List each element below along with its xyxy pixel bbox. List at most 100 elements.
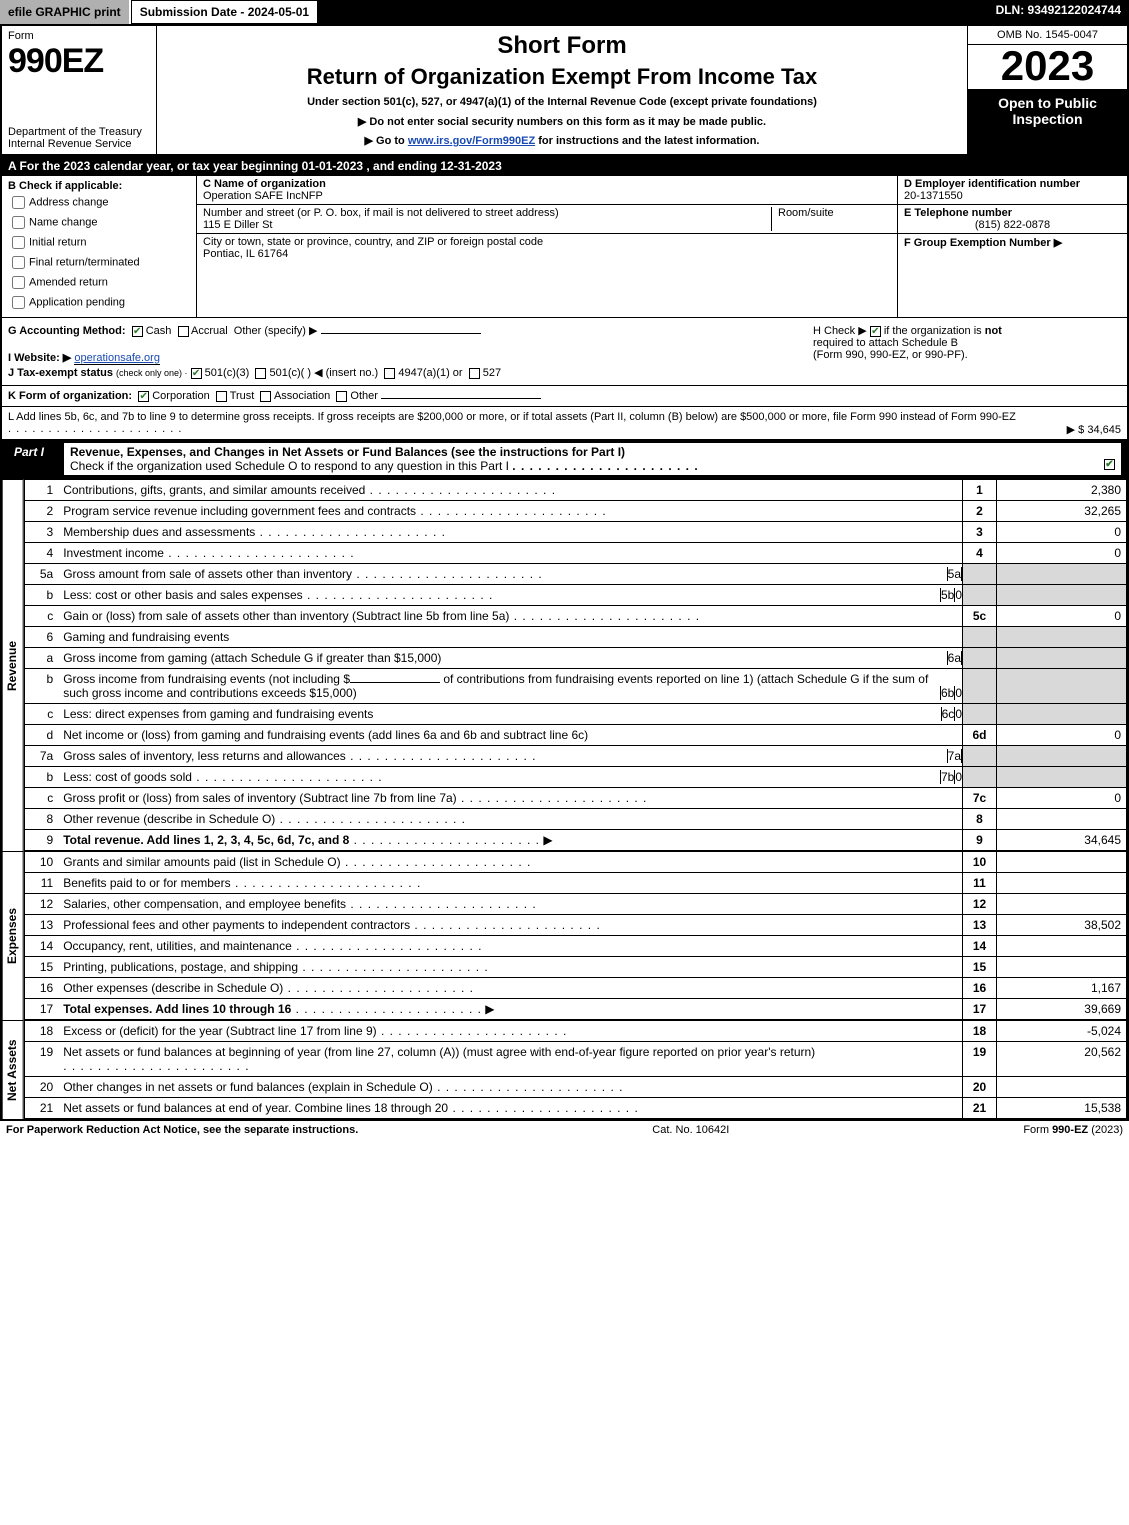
ln6c-box [963, 704, 997, 725]
org-city: Pontiac, IL 61764 [203, 248, 288, 260]
g-accrual: Accrual [191, 325, 228, 337]
k-label: K Form of organization: [8, 390, 132, 402]
efile-print[interactable]: efile GRAPHIC print [0, 0, 131, 24]
ln7b-subamt: 0 [955, 770, 962, 784]
chk-name-change[interactable]: Name change [8, 213, 190, 232]
ln13-desc: Professional fees and other payments to … [58, 915, 962, 936]
j-4947: 4947(a)(1) or [398, 367, 462, 379]
g-cash-box[interactable] [132, 326, 143, 337]
arrow-icon [482, 1002, 495, 1016]
ln10-box: 10 [963, 852, 997, 873]
g-accrual-box[interactable] [178, 326, 189, 337]
net-assets-label: Net Assets [2, 1020, 24, 1119]
j-501c3-box[interactable] [191, 368, 202, 379]
k-other-box[interactable] [336, 391, 347, 402]
ln8-amt [997, 809, 1127, 830]
j-4947-box[interactable] [384, 368, 395, 379]
ln7a-sub: 7a [947, 749, 962, 763]
ln6b-box [963, 669, 997, 704]
chk-initial-return-box[interactable] [12, 236, 25, 249]
k-assoc-box[interactable] [260, 391, 271, 402]
part-1-tab: Part I [8, 443, 54, 461]
line-7b: bLess: cost of goods sold7b0 [24, 767, 1126, 788]
ln6-num: 6 [24, 627, 58, 648]
ln1-desc: Contributions, gifts, grants, and simila… [58, 480, 962, 501]
ln1-box: 1 [963, 480, 997, 501]
ln17-num: 17 [24, 999, 58, 1020]
chk-amended-return-box[interactable] [12, 276, 25, 289]
ln6a-box [963, 648, 997, 669]
ln2-num: 2 [24, 501, 58, 522]
ln12-desc: Salaries, other compensation, and employ… [58, 894, 962, 915]
f-label: F Group Exemption Number ▶ [904, 237, 1062, 249]
line-5c: cGain or (loss) from sale of assets othe… [24, 606, 1126, 627]
ln19-num: 19 [24, 1042, 58, 1077]
ln6a-num: a [24, 648, 58, 669]
header-left: Form 990EZ Department of the Treasury In… [2, 26, 157, 154]
expenses-label: Expenses [2, 851, 24, 1020]
ln13-box: 13 [963, 915, 997, 936]
ln6b-subamt: 0 [955, 686, 962, 700]
chk-address-change[interactable]: Address change [8, 193, 190, 212]
ln17-amt: 39,669 [997, 999, 1127, 1020]
line-17: 17Total expenses. Add lines 10 through 1… [24, 999, 1126, 1020]
ln8-desc: Other revenue (describe in Schedule O) [58, 809, 962, 830]
ln17-box: 17 [963, 999, 997, 1020]
ln5a-box [963, 564, 997, 585]
k-corp-box[interactable] [138, 391, 149, 402]
org-name: Operation SAFE IncNFP [203, 190, 323, 202]
ln9-desc: Total revenue. Add lines 1, 2, 3, 4, 5c,… [58, 830, 962, 851]
chk-name-change-box[interactable] [12, 216, 25, 229]
c-city-label: City or town, state or province, country… [203, 236, 543, 248]
ln11-desc: Benefits paid to or for members [58, 873, 962, 894]
room-suite: Room/suite [771, 207, 891, 231]
chk-final-return[interactable]: Final return/terminated [8, 253, 190, 272]
footer-right-post: (2023) [1088, 1124, 1123, 1136]
j-527: 527 [483, 367, 501, 379]
chk-address-change-box[interactable] [12, 196, 25, 209]
line-7c: cGross profit or (loss) from sales of in… [24, 788, 1126, 809]
ln18-box: 18 [963, 1021, 997, 1042]
form-number: 990EZ [8, 42, 150, 81]
ln6d-desc: Net income or (loss) from gaming and fun… [58, 725, 962, 746]
k-trust-box[interactable] [216, 391, 227, 402]
line-12: 12Salaries, other compensation, and empl… [24, 894, 1126, 915]
d-ein: D Employer identification number 20-1371… [898, 176, 1127, 205]
line-2: 2Program service revenue including gover… [24, 501, 1126, 522]
h-not: not [985, 325, 1002, 337]
ln3-box: 3 [963, 522, 997, 543]
chk-application-pending[interactable]: Application pending [8, 293, 190, 312]
row-a-calendar-year: A For the 2023 calendar year, or tax yea… [2, 156, 1127, 176]
ln9-num: 9 [24, 830, 58, 851]
chk-initial-return[interactable]: Initial return [8, 233, 190, 252]
website-link[interactable]: operationsafe.org [74, 352, 160, 365]
dln: DLN: 93492122024744 [988, 0, 1129, 24]
ln5a-sub: 5a [947, 567, 962, 581]
part-1-schedule-o-check[interactable] [1104, 459, 1115, 470]
k-other-blank[interactable] [381, 398, 541, 399]
form-header: Form 990EZ Department of the Treasury In… [2, 26, 1127, 156]
g-other-blank[interactable] [321, 333, 481, 334]
ln20-box: 20 [963, 1077, 997, 1098]
h-checkbox[interactable] [870, 326, 881, 337]
ln10-amt [997, 852, 1127, 873]
ln21-num: 21 [24, 1098, 58, 1119]
chk-amended-return[interactable]: Amended return [8, 273, 190, 292]
ln5a-desc: Gross amount from sale of assets other t… [58, 564, 962, 585]
chk-address-change-label: Address change [29, 196, 109, 208]
line-7a: 7aGross sales of inventory, less returns… [24, 746, 1126, 767]
line-8: 8Other revenue (describe in Schedule O)8 [24, 809, 1126, 830]
section-l: L Add lines 5b, 6c, and 7b to line 9 to … [2, 407, 1127, 440]
phone-value: (815) 822-0878 [904, 219, 1121, 231]
top-bar: efile GRAPHIC print Submission Date - 20… [0, 0, 1129, 24]
footer-right: Form 990-EZ (2023) [1023, 1124, 1123, 1136]
chk-application-pending-box[interactable] [12, 296, 25, 309]
chk-final-return-box[interactable] [12, 256, 25, 269]
j-501c-box[interactable] [255, 368, 266, 379]
j-501c3: 501(c)(3) [205, 367, 250, 379]
ln20-num: 20 [24, 1077, 58, 1098]
submission-date: Submission Date - 2024-05-01 [131, 0, 318, 24]
irs-link[interactable]: www.irs.gov/Form990EZ [408, 135, 535, 147]
j-527-box[interactable] [469, 368, 480, 379]
e-phone: E Telephone number (815) 822-0878 [898, 205, 1127, 234]
